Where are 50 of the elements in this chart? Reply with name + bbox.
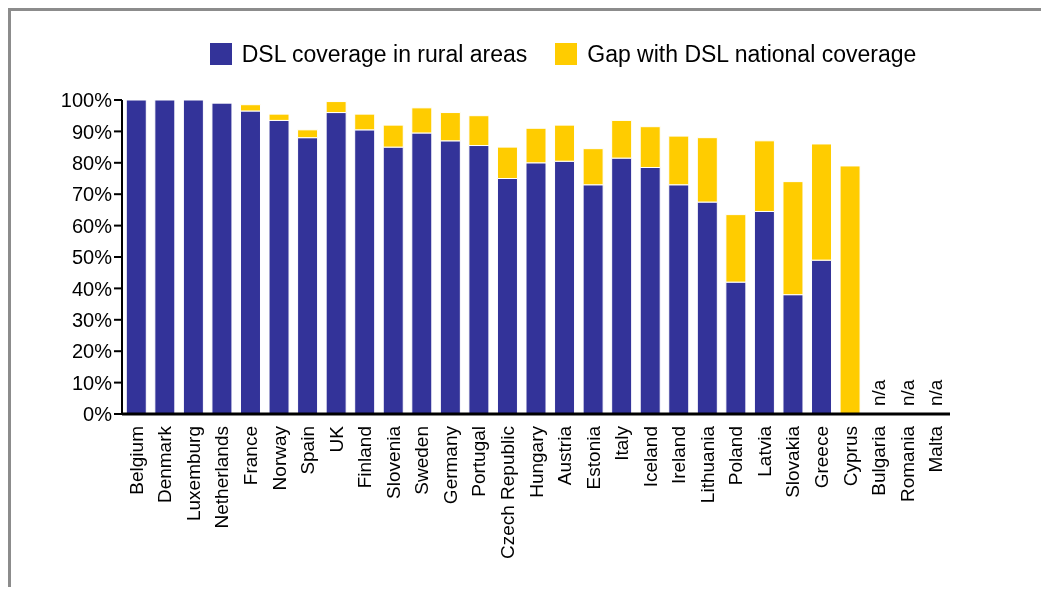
x-tick-label: Austria	[554, 425, 576, 486]
x-tick-label: Netherlands	[211, 426, 233, 529]
text: n/a	[925, 379, 947, 406]
x-tick-label: Ireland	[668, 426, 690, 485]
x-tick-label: France	[239, 426, 261, 486]
y-tick-label: 50%	[71, 246, 113, 269]
y-tick-label: 40%	[71, 277, 113, 300]
x-tick-label: Slovenia	[382, 425, 404, 499]
y-tick-label: 80%	[71, 151, 113, 174]
y-tick-label: 60%	[71, 214, 113, 237]
legend-label: Gap with DSL national coverage	[587, 40, 917, 68]
y-tick-label: 70%	[71, 183, 113, 206]
series-label: DSL coverage in rural areas	[241, 40, 528, 68]
x-tick-label: Lithuania	[696, 425, 718, 504]
y-tick-label: 10%	[71, 371, 113, 394]
bar	[839, 165, 861, 414]
bar	[182, 100, 204, 414]
x-tick-label: Czech Republic	[496, 426, 518, 560]
y-tick-label: 30%	[71, 308, 113, 331]
x-tick-label: Greece	[811, 426, 833, 489]
x-tick-label: Norway	[268, 425, 290, 491]
x-tick-label: Romania	[896, 425, 918, 503]
x-tick-label: Germany	[439, 425, 461, 505]
y-tick-label: 100%	[60, 89, 113, 112]
bar	[211, 102, 233, 414]
y-tick-label: 90%	[71, 120, 113, 143]
x-tick-label: Spain	[297, 426, 319, 475]
x-tick-label: Belgium	[125, 426, 147, 495]
y-tick-label: 0%	[83, 403, 113, 426]
x-tick-label: Denmark	[154, 425, 176, 504]
bar	[154, 100, 176, 414]
text: n/a	[896, 379, 918, 406]
x-tick-label: Poland	[725, 426, 747, 486]
x-tick-label: Italy	[611, 425, 633, 461]
x-tick-label: Iceland	[639, 426, 661, 488]
x-tick-label: UK	[325, 425, 347, 453]
x-tick-label: Portugal	[468, 426, 490, 497]
y-tick-label: 20%	[71, 340, 113, 363]
x-tick-label: Latvia	[753, 425, 775, 477]
x-tick-label: Malta	[925, 425, 947, 473]
x-tick-label: Slovakia	[782, 425, 804, 498]
x-tick-label: Bulgaria	[868, 425, 890, 496]
x-tick-label: Cyprus	[839, 426, 861, 487]
x-tick-label: Estonia	[582, 425, 604, 490]
x-tick-label: Hungary	[525, 425, 547, 498]
x-tick-label: Luxemburg	[182, 426, 204, 522]
x-tick-label: Finland	[354, 426, 376, 489]
bar	[125, 100, 147, 414]
text: n/a	[868, 379, 890, 406]
x-tick-label: Sweden	[411, 426, 433, 495]
